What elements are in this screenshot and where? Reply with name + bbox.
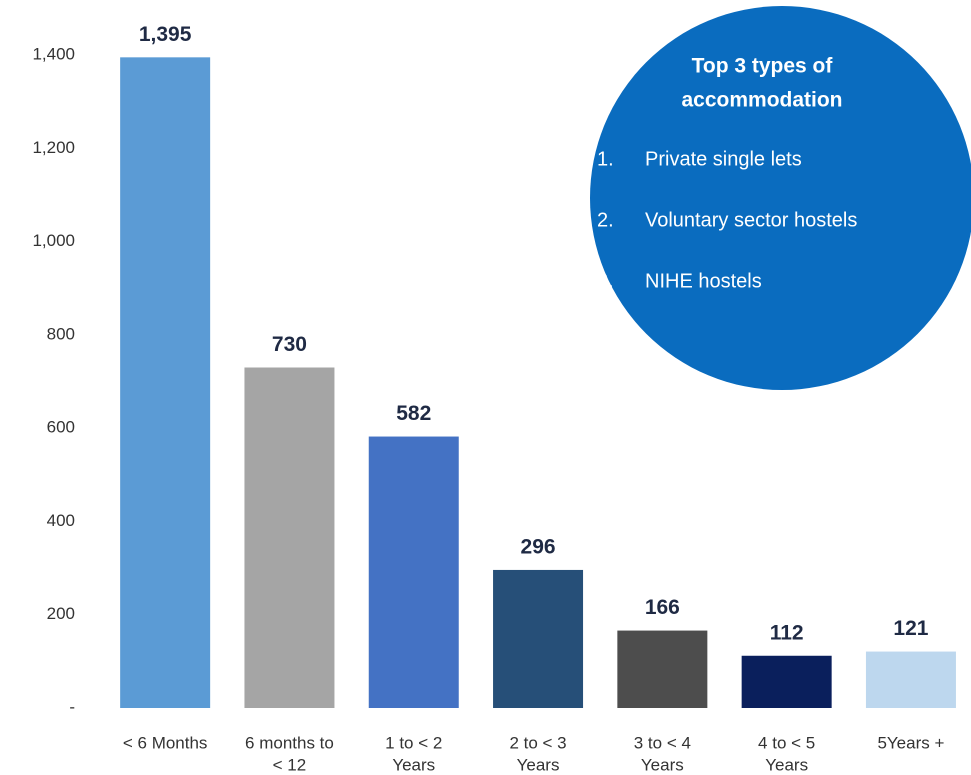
value-label: 296	[521, 535, 556, 558]
callout-item: NIHE hostels	[645, 270, 762, 292]
x-tick-label: 3 to < 4	[634, 733, 691, 752]
y-tick-label: 400	[47, 511, 75, 530]
x-tick-label: Years	[765, 755, 808, 774]
y-tick-label: 200	[47, 604, 75, 623]
callout-item: Voluntary sector hostels	[645, 209, 857, 231]
y-tick-label: 1,000	[32, 231, 75, 250]
callout-number: 3.	[597, 270, 614, 292]
bar	[120, 57, 211, 708]
x-tick-label: Years	[641, 755, 684, 774]
callout-item: Private single lets	[645, 148, 802, 170]
callout-title: Top 3 types of	[692, 55, 834, 78]
x-tick-label: Years	[392, 755, 435, 774]
y-tick-label: 800	[47, 324, 75, 343]
value-label: 121	[893, 617, 928, 640]
y-tick-label: 1,400	[32, 44, 75, 63]
y-tick-label: -	[69, 697, 75, 716]
value-label: 1,395	[139, 23, 192, 46]
value-label: 112	[770, 621, 804, 644]
x-tick-label: < 6 Months	[123, 733, 208, 752]
bar	[368, 436, 459, 708]
x-tick-label: 2 to < 3	[509, 733, 566, 752]
value-label: 582	[396, 402, 431, 425]
callout-number: 2.	[597, 209, 614, 231]
callout-number: 1.	[597, 148, 614, 170]
x-tick-label: 5Years +	[877, 733, 944, 752]
callout-circle	[590, 6, 971, 390]
value-label: 730	[272, 333, 307, 356]
x-tick-label: < 12	[273, 755, 307, 774]
callout-title: accommodation	[681, 89, 842, 112]
value-label: 166	[645, 596, 680, 619]
bar	[244, 367, 335, 708]
x-tick-label: 6 months to	[245, 733, 334, 752]
y-tick-label: 600	[47, 418, 75, 437]
bar	[493, 569, 584, 708]
y-tick-label: 1,200	[32, 138, 75, 157]
x-tick-label: Years	[517, 755, 560, 774]
bar	[865, 651, 956, 708]
x-tick-label: 1 to < 2	[385, 733, 442, 752]
bar	[741, 655, 832, 708]
bar	[617, 630, 708, 708]
x-tick-label: 4 to < 5	[758, 733, 815, 752]
